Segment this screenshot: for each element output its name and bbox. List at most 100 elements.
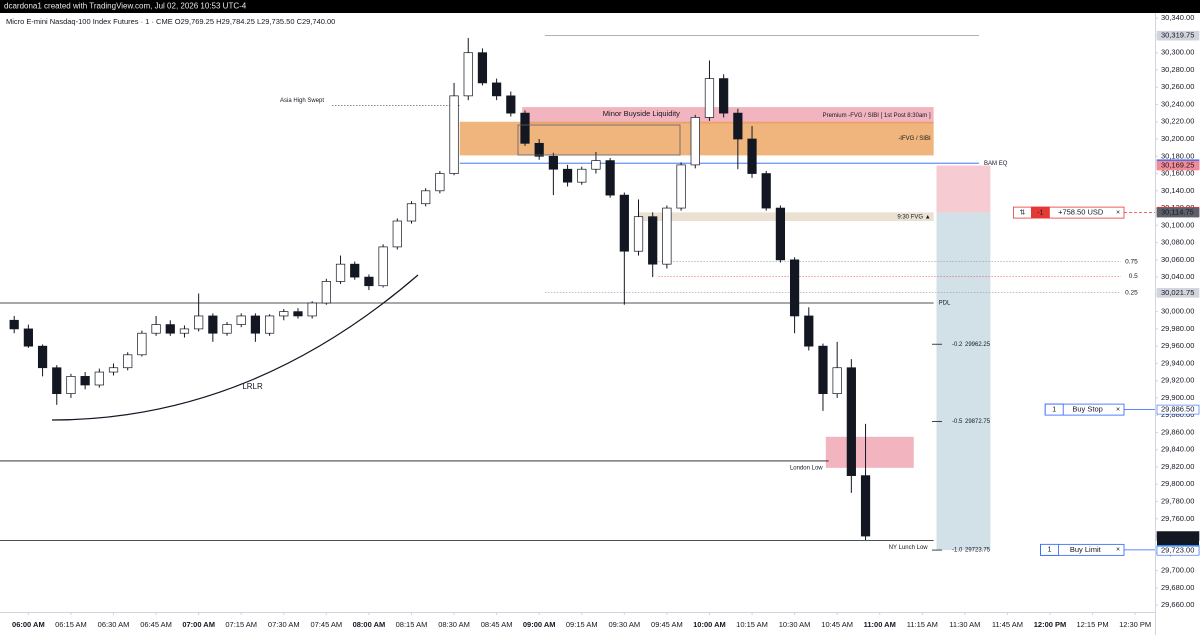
order-qty-bg (1044, 403, 1064, 416)
plot-area: Premium -FVG / SIBI [ 1st Post 8:30am ] -… (0, 35, 1138, 554)
y-tick-label: 30,240.00 (1161, 99, 1194, 108)
level-label: London Low (790, 466, 823, 472)
zone-label: Premium -FVG / SIBI [ 1st Post 8:30am ] (823, 113, 931, 119)
candle-body (832, 367, 842, 394)
candle-body (392, 220, 402, 248)
x-tick-label: 08:45 AM (481, 620, 513, 629)
countdown-bg (1157, 540, 1199, 549)
y-tick-label: 29,980.00 (1161, 324, 1194, 333)
x-tick-label: 12:15 PM (1077, 620, 1109, 629)
order-text: Buy Stop (1072, 405, 1102, 414)
fib-ext-price: 29872.75 (965, 419, 991, 425)
candle-body (94, 371, 104, 386)
y-tick-label: 30,300.00 (1161, 48, 1194, 57)
y-tick-label: 29,920.00 (1161, 376, 1194, 385)
zone (638, 212, 934, 222)
candle-body (222, 324, 232, 334)
candle-body (264, 315, 275, 334)
zone (936, 212, 991, 551)
candle-body (633, 216, 644, 252)
x-tick-label: 06:00 AM (12, 620, 45, 629)
chart-title: Micro E-mini Nasdaq-100 Index Futures · … (6, 17, 335, 26)
x-tick-label: 07:45 AM (310, 620, 342, 629)
candle-body (378, 246, 388, 287)
candle-body (151, 324, 161, 334)
price-label-bg (1156, 545, 1200, 556)
candle-body (179, 328, 190, 334)
order-qty-bg (1040, 543, 1059, 556)
candle-body (335, 263, 346, 282)
zone-label: 9:30 FVG ▲ (897, 214, 930, 220)
level-label: NY Lunch Low (889, 545, 929, 551)
x-tick-label: 08:00 AM (353, 620, 386, 629)
x-tick-label: 10:15 AM (736, 620, 768, 629)
candle-body (80, 376, 90, 386)
y-tick-label: 30,080.00 (1161, 238, 1194, 247)
y-tick-label: 30,160.00 (1161, 169, 1194, 178)
y-tick-label: 29,940.00 (1161, 358, 1194, 367)
order-qty: 1 (1048, 547, 1052, 554)
candle-body (648, 216, 658, 265)
candle-body (733, 112, 743, 140)
y-tick-label: 30,000.00 (1161, 307, 1194, 316)
x-tick-label: 06:30 AM (98, 620, 130, 629)
x-tick-label: 07:15 AM (225, 620, 257, 629)
order-box (1013, 206, 1125, 219)
price-label: 30,319.75 (1161, 31, 1194, 40)
x-tick-label: 12:00 PM (1034, 620, 1067, 629)
x-tick-label: 11:15 AM (907, 620, 938, 629)
fib-ext-price: 29962.25 (965, 342, 991, 348)
fib-ext-level: -0.2 (952, 342, 963, 348)
annotation: Minor Buyside Liquidity (603, 109, 680, 118)
y-tick-label: 30,200.00 (1161, 134, 1194, 143)
y-tick-label: 29,760.00 (1161, 514, 1194, 523)
order-close[interactable]: × (1116, 547, 1120, 554)
y-tick-label: 29,860.00 (1161, 427, 1194, 436)
x-tick-label: 07:00 AM (182, 620, 215, 629)
y-tick-label: 29,780.00 (1161, 497, 1194, 506)
fib-label: 0.25 (1125, 289, 1138, 296)
x-tick-label: 07:30 AM (268, 620, 300, 629)
candle-body (463, 52, 473, 97)
candle-body (619, 194, 629, 252)
candle-body (818, 345, 828, 394)
x-tick-label: 08:15 AM (396, 620, 428, 629)
candle-body (435, 173, 445, 192)
candle-body (279, 311, 289, 317)
candle-body (421, 190, 431, 205)
candle-body (676, 164, 686, 209)
candle-body (321, 281, 331, 304)
candle-body (208, 315, 218, 334)
fib-ext-price: 29723.75 (965, 548, 991, 554)
candle-body (506, 95, 516, 114)
price-label-bg (1156, 160, 1200, 171)
y-tick-label: 29,700.00 (1161, 566, 1194, 575)
order-close[interactable]: × (1116, 209, 1120, 216)
price-label-bg (1156, 207, 1200, 218)
y-tick-label: 29,660.00 (1161, 600, 1194, 609)
annotation: LRLR (242, 382, 263, 391)
candle-body (293, 311, 303, 317)
candle-body (406, 203, 417, 222)
x-tick-label: 10:30 AM (779, 620, 811, 629)
level-label: PDL (939, 301, 951, 307)
y-tick-label: 29,960.00 (1161, 341, 1194, 350)
y-tick-label: 30,220.00 (1161, 117, 1194, 126)
candle-body (350, 263, 360, 278)
buyside-box (517, 124, 681, 156)
order-close[interactable]: × (1116, 406, 1120, 413)
candle-body (123, 354, 133, 369)
candle-body (364, 276, 374, 287)
level-label: Asia High Swept (280, 98, 324, 104)
lrlr-curve (51, 274, 419, 421)
price-label: 30,169.25 (1161, 161, 1194, 170)
y-tick-label: 30,040.00 (1161, 272, 1194, 281)
candle-body (108, 367, 119, 373)
x-tick-label: 12:30 PM (1119, 620, 1151, 629)
y-tick-label: 30,260.00 (1161, 82, 1194, 91)
candle-body (194, 315, 204, 330)
y-tick-label: 29,820.00 (1161, 462, 1194, 471)
candle-body (591, 160, 601, 170)
candle-body (250, 315, 261, 334)
